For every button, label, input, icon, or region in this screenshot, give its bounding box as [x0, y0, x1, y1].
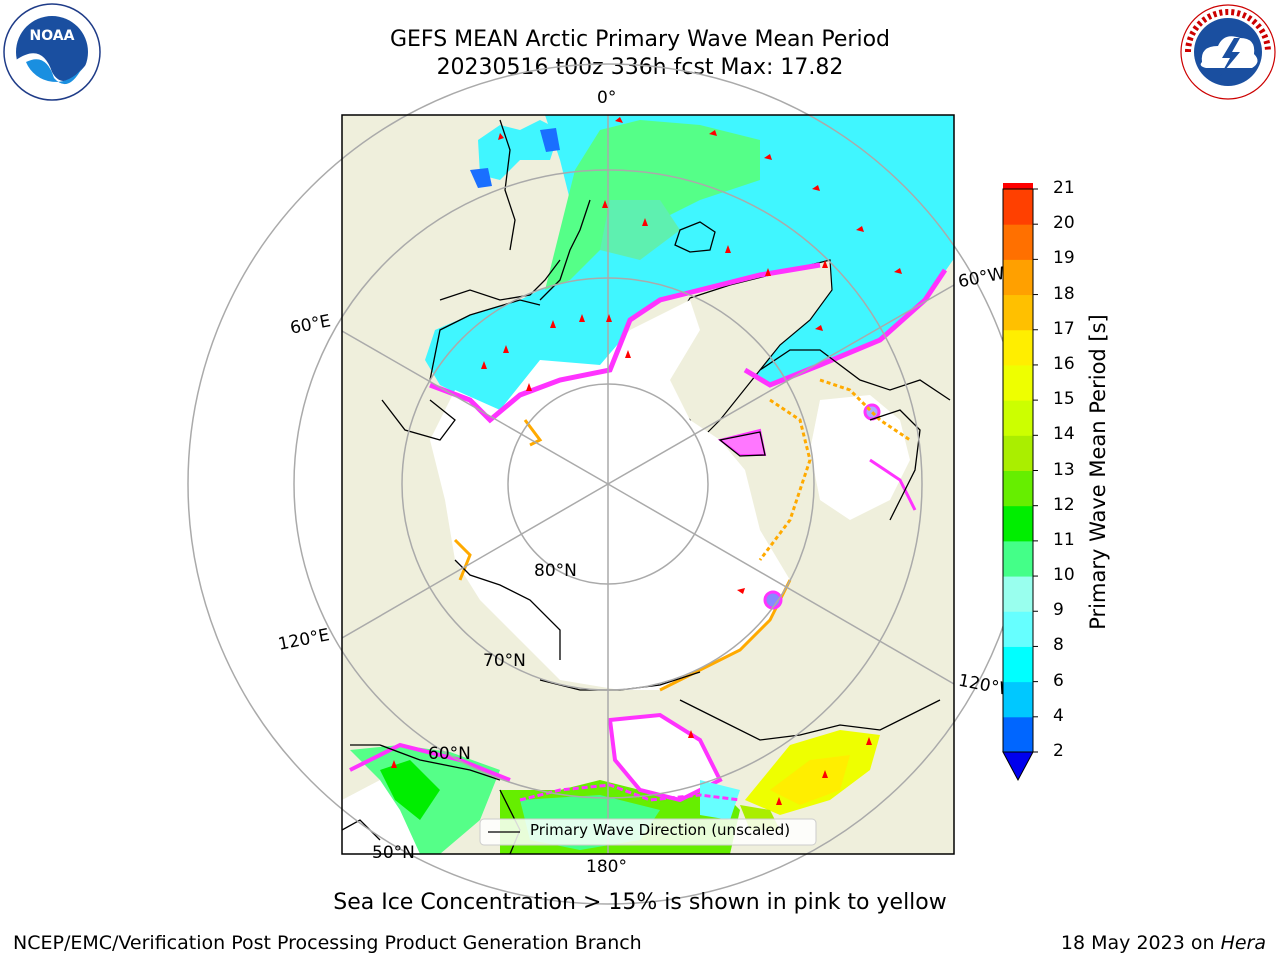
legend-box: [479, 818, 817, 846]
colorbar-tick-label: 4: [1053, 705, 1064, 726]
colorbar-tick-label: 18: [1053, 283, 1075, 304]
map-frame: [341, 114, 955, 855]
colorbar-tick-label: 19: [1053, 248, 1075, 269]
sea-ice-annotation: Sea Ice Concentration > 15% is shown in …: [333, 890, 947, 915]
colorbar-segment: [1003, 681, 1033, 718]
colorbar-segment: [1003, 183, 1033, 190]
footer-date: 18 May 2023 on Hera: [1061, 932, 1266, 954]
colorbar-tick-label: 15: [1053, 389, 1075, 410]
colorbar-tick-label: 20: [1053, 213, 1075, 234]
colorbar-tick-label: 13: [1053, 459, 1075, 480]
colorbar-segment: [1003, 329, 1033, 366]
lat-label-50: 50°N: [372, 843, 415, 863]
footer-machine: Hera: [1220, 932, 1266, 954]
colorbar-segment: [1003, 470, 1033, 507]
legend-label: Primary Wave Direction (unscaled): [530, 821, 791, 839]
footer-branch: NCEP/EMC/Verification Post Processing Pr…: [13, 932, 642, 954]
colorbar-tick-label: 10: [1053, 565, 1075, 586]
colorbar-segment: [1003, 189, 1033, 225]
noaa-logo: NOAA: [3, 3, 101, 101]
colorbar-tick-label: 11: [1053, 529, 1075, 550]
colorbar-tick-label: 14: [1053, 424, 1075, 445]
colorbar-tick-label: 2: [1053, 741, 1064, 761]
colorbar-tick-label: 21: [1053, 178, 1075, 198]
lat-label-70: 70°N: [483, 651, 526, 671]
colorbar-label: Primary Wave Mean Period [s]: [1086, 314, 1110, 630]
colorbar-segment: [1003, 259, 1033, 296]
colorbar-segment: [1003, 294, 1033, 331]
colorbar-under-triangle: [1002, 751, 1034, 782]
colorbar-tick-label: 12: [1053, 494, 1075, 515]
colorbar-segment: [1003, 540, 1033, 577]
nws-logo: [1180, 4, 1276, 100]
lat-label-80: 80°N: [534, 561, 577, 581]
colorbar-segment: [1003, 364, 1033, 401]
colorbar-segment: [1003, 611, 1033, 647]
colorbar-segment: [1003, 505, 1033, 542]
coastlines: [342, 119, 951, 854]
lon-label-180: 180°: [586, 857, 627, 877]
lat-label-60: 60°N: [428, 744, 471, 764]
colorbar-tick-label: 17: [1053, 318, 1075, 339]
map-subtitle: 20230516 t00z 336h fcst Max: 17.82: [436, 55, 844, 80]
colorbar-tick-label: 16: [1053, 353, 1075, 374]
footer-date-text: 18 May 2023 on: [1060, 932, 1215, 954]
svg-text:NOAA: NOAA: [30, 28, 75, 44]
colorbar-tick-label: 6: [1053, 670, 1064, 691]
wave-field-atlantic: [425, 115, 954, 420]
colorbar-segment: [1003, 435, 1033, 471]
colorbar-tick-label: 8: [1053, 635, 1064, 656]
colorbar: [1002, 183, 1038, 782]
colorbar-segment: [1003, 646, 1033, 683]
colorbar-tick-label: 9: [1053, 600, 1064, 621]
colorbar-segment: [1003, 400, 1033, 436]
colorbar-segment: [1003, 576, 1033, 612]
colorbar-segment: [1003, 716, 1033, 753]
wave-direction-arrows: [391, 117, 902, 805]
colorbar-segment: [1003, 224, 1033, 260]
ice-edge-atlantic: [429, 262, 821, 424]
map-title: GEFS MEAN Arctic Primary Wave Mean Perio…: [389, 27, 890, 52]
wave-field-baltic: [478, 120, 560, 180]
lon-label-0: 0°: [597, 88, 617, 108]
